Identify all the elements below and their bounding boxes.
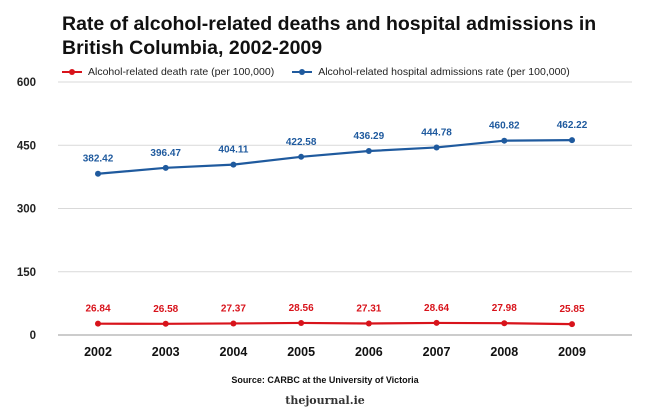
legend-swatch-admissions-rate	[292, 68, 313, 76]
line-chart: 600 450 300 150 0 2002 2003 2004 2005 2006 2007 200…	[17, 77, 632, 359]
brand-logo: thejournal.ie	[285, 394, 365, 407]
admissions-rate-point	[365, 148, 372, 155]
death-rate-point	[95, 320, 101, 327]
death-rate-point	[230, 320, 237, 327]
chart-legend: Alcohol-related death rate (per 100,000)…	[62, 64, 588, 80]
admissions-rate-point	[501, 137, 508, 144]
death-rate-point	[298, 319, 305, 326]
admissions-rate-point	[95, 170, 101, 177]
admissions-rate-point	[298, 153, 305, 160]
chart-title: Rate of alcohol-related deaths and hospi…	[62, 13, 597, 59]
death-rate-data-label: 28.64	[424, 303, 449, 314]
admissions-rate-line	[97, 138, 573, 175]
admissions-rate-data-label: 460.82	[489, 121, 520, 132]
y-tick-label: 600	[17, 77, 36, 89]
death-rate-data-label: 25.85	[559, 304, 584, 315]
death-rate-data-label: 26.58	[153, 304, 178, 315]
admissions-rate-data-label: 422.58	[286, 137, 317, 148]
x-tick-label: 2007	[423, 345, 451, 359]
admissions-rate-data-label: 462.22	[557, 120, 588, 131]
legend-label-death-rate: Alcohol-related death rate (per 100,000)	[88, 66, 275, 78]
death-rate-line	[97, 321, 573, 326]
admissions-rate-point	[433, 144, 440, 151]
x-tick-label: 2005	[287, 345, 315, 359]
y-tick-label: 300	[17, 204, 36, 216]
y-tick-label: 150	[17, 267, 36, 279]
death-rate-data-label: 26.84	[85, 304, 110, 315]
x-tick-label: 2004	[220, 345, 248, 359]
death-rate-point	[162, 320, 169, 327]
admissions-rate-point	[230, 161, 237, 168]
death-rate-data-label: 27.98	[492, 303, 517, 314]
x-tick-label: 2009	[558, 345, 586, 359]
x-tick-label: 2002	[84, 345, 112, 359]
y-tick-label: 0	[30, 330, 36, 342]
legend-item-admissions-rate: Alcohol-related hospital admissions rate…	[292, 66, 570, 78]
x-tick-label: 2008	[490, 345, 518, 359]
admissions-rate-point	[569, 137, 575, 144]
admissions-rate-data-label: 382.42	[83, 154, 114, 165]
admissions-rate-data-label: 396.47	[150, 148, 181, 159]
death-rate-point	[569, 321, 575, 328]
admissions-rate-point	[162, 164, 169, 171]
death-rate-point	[501, 320, 508, 327]
x-tick-label: 2003	[152, 345, 180, 359]
admissions-rate-data-label: 404.11	[218, 145, 248, 156]
death-rate-point	[365, 320, 372, 327]
legend-item-death-rate: Alcohol-related death rate (per 100,000)	[62, 66, 274, 78]
death-rate-data-label: 27.31	[356, 303, 381, 314]
y-tick-label: 450	[17, 140, 36, 152]
source-note: Source: CARBC at the University of Victo…	[231, 375, 419, 385]
death-rate-data-label: 28.56	[289, 303, 314, 314]
x-tick-label: 2006	[355, 345, 383, 359]
admissions-rate-data-label: 444.78	[421, 127, 452, 138]
legend-swatch-death-rate	[62, 68, 82, 76]
death-rate-data-label: 27.37	[221, 303, 246, 314]
death-rate-point	[433, 319, 440, 326]
legend-label-admissions-rate: Alcohol-related hospital admissions rate…	[318, 66, 570, 78]
admissions-rate-data-label: 436.29	[354, 131, 385, 142]
